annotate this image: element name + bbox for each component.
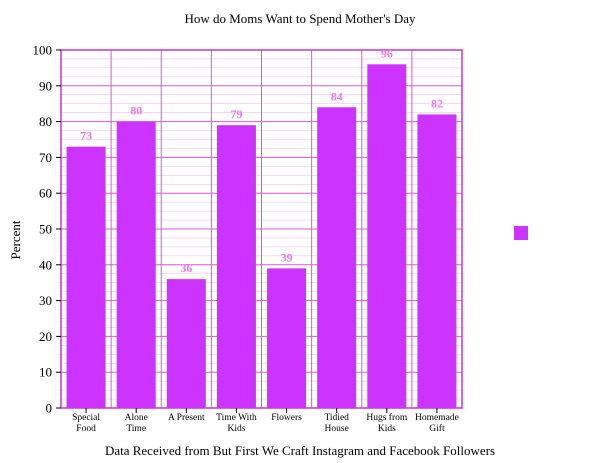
x-tick-label: Time xyxy=(126,424,146,434)
x-tick-label: Flowers xyxy=(271,413,302,423)
y-tick-label: 30 xyxy=(39,293,52,308)
x-tick-label: Kids xyxy=(227,424,245,434)
y-tick-label: 90 xyxy=(39,78,52,93)
data-label: 36 xyxy=(180,261,192,275)
x-axis-title: Data Received from But First We Craft In… xyxy=(105,443,495,458)
x-tick-label: Hugs from xyxy=(366,412,408,423)
bar xyxy=(116,121,156,408)
data-label: 96 xyxy=(381,46,393,60)
x-tick-label: Time With xyxy=(216,413,257,423)
x-tick-label: Kids xyxy=(378,424,396,434)
x-tick-label: Homemade xyxy=(415,413,459,423)
data-label: 82 xyxy=(431,96,443,110)
x-tick-label: Alone xyxy=(125,413,148,423)
x-tick-label: Special xyxy=(72,413,100,423)
y-tick-label: 60 xyxy=(39,186,52,201)
x-tick-label: Tidied xyxy=(324,413,349,423)
bar xyxy=(267,268,307,408)
bar xyxy=(166,279,206,408)
legend-swatch xyxy=(514,226,528,240)
y-tick-label: 100 xyxy=(33,43,53,58)
y-axis: 0 10 20 30 40 50 60 70 80 90 100 xyxy=(33,43,61,416)
data-label: 79 xyxy=(230,107,242,121)
y-tick-label: 80 xyxy=(39,114,52,129)
x-tick-label: House xyxy=(325,424,349,434)
y-tick-label: 50 xyxy=(39,222,52,237)
x-tick-label: Gift xyxy=(429,423,445,434)
data-label: 84 xyxy=(331,89,343,103)
x-tick-label: A Present xyxy=(168,413,205,423)
y-axis-title: Percent xyxy=(8,220,23,259)
y-tick-label: 40 xyxy=(39,257,52,272)
bar xyxy=(417,114,457,408)
bar xyxy=(367,64,407,408)
y-tick-label: 0 xyxy=(46,401,53,416)
data-label: 80 xyxy=(130,104,142,118)
bar xyxy=(66,146,106,408)
y-tick-label: 70 xyxy=(39,150,52,165)
bar xyxy=(317,107,357,408)
data-label: 73 xyxy=(80,129,92,143)
bar xyxy=(216,125,256,409)
bars: 73 80 36 79 39 84 96 82 xyxy=(66,46,457,409)
x-tick-label: Food xyxy=(76,424,96,434)
y-tick-label: 10 xyxy=(39,365,52,380)
chart-title: How do Moms Want to Spend Mother's Day xyxy=(184,11,416,26)
y-tick-label: 20 xyxy=(39,329,52,344)
data-label: 39 xyxy=(281,250,293,264)
